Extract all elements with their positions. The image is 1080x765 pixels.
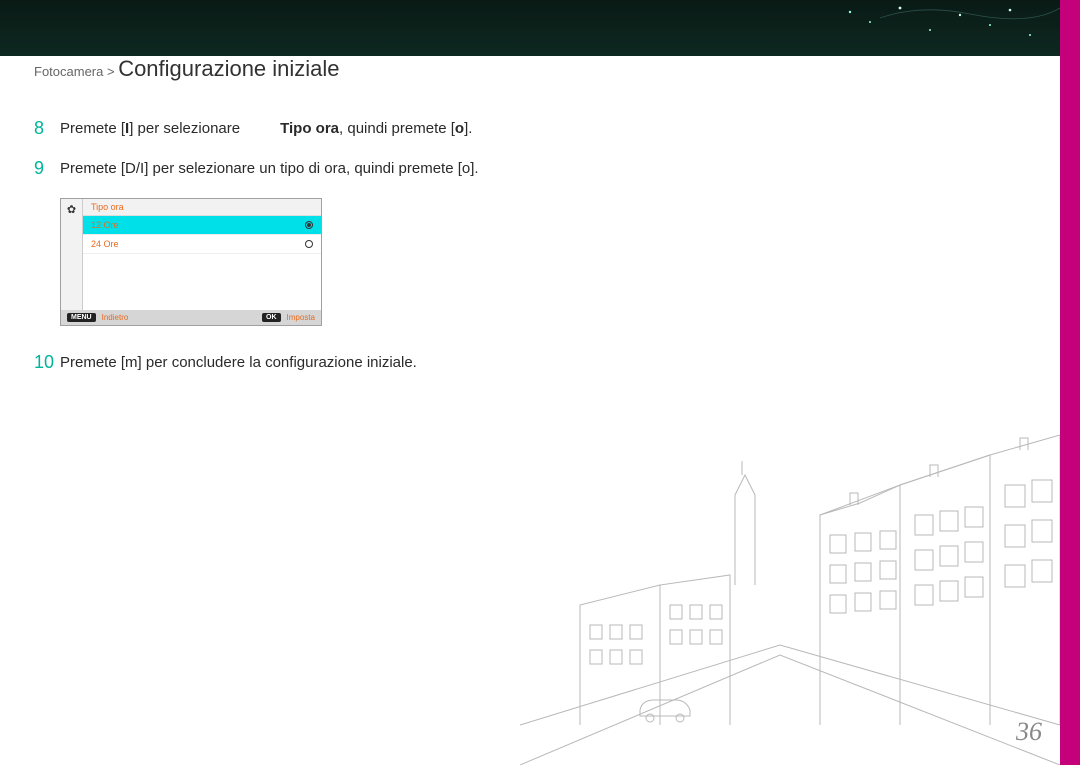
breadcrumb-title: Configurazione iniziale	[118, 56, 339, 81]
header-background	[0, 0, 1080, 56]
radio-icon	[305, 240, 313, 248]
step-number: 9	[34, 158, 60, 179]
ui-footer: MENU Indietro OK Imposta	[61, 310, 321, 325]
content-column: 8 Premete [I] per selezionareTipo ora, q…	[34, 118, 594, 391]
option-row-12[interactable]: 12 Ore	[83, 216, 321, 235]
city-illustration	[520, 425, 1060, 765]
menu-button[interactable]: MENU	[67, 313, 96, 322]
step-number: 8	[34, 118, 60, 139]
step-number: 10	[34, 352, 60, 373]
ui-panel-title: Tipo ora	[83, 199, 321, 216]
menu-label: Indietro	[102, 313, 129, 322]
ui-side-tabs: ✿	[61, 199, 83, 310]
page-number: 36	[1016, 717, 1042, 747]
ok-label: Imposta	[287, 313, 315, 322]
gear-icon: ✿	[67, 203, 76, 216]
side-color-tab	[1060, 0, 1080, 765]
ok-button[interactable]: OK	[262, 313, 281, 322]
step-text: Premete [I] per selezionareTipo ora, qui…	[60, 118, 472, 140]
step-10: 10 Premete [m] per concludere la configu…	[34, 352, 594, 374]
camera-ui-panel: ✿ Tipo ora 12 Ore 24 Ore MENU Indietro O…	[60, 198, 322, 326]
option-label: 12 Ore	[91, 220, 119, 230]
breadcrumb-prefix: Fotocamera >	[34, 64, 118, 79]
step-8: 8 Premete [I] per selezionareTipo ora, q…	[34, 118, 594, 140]
step-text: Premete [m] per concludere la configuraz…	[60, 352, 417, 374]
breadcrumb: Fotocamera > Configurazione iniziale	[34, 56, 340, 82]
ui-blank-area	[83, 254, 321, 310]
step-text: Premete [D/I] per selezionare un tipo di…	[60, 158, 479, 180]
step-9: 9 Premete [D/I] per selezionare un tipo …	[34, 158, 594, 180]
radio-selected-icon	[305, 221, 313, 229]
option-label: 24 Ore	[91, 239, 119, 249]
option-row-24[interactable]: 24 Ore	[83, 235, 321, 254]
